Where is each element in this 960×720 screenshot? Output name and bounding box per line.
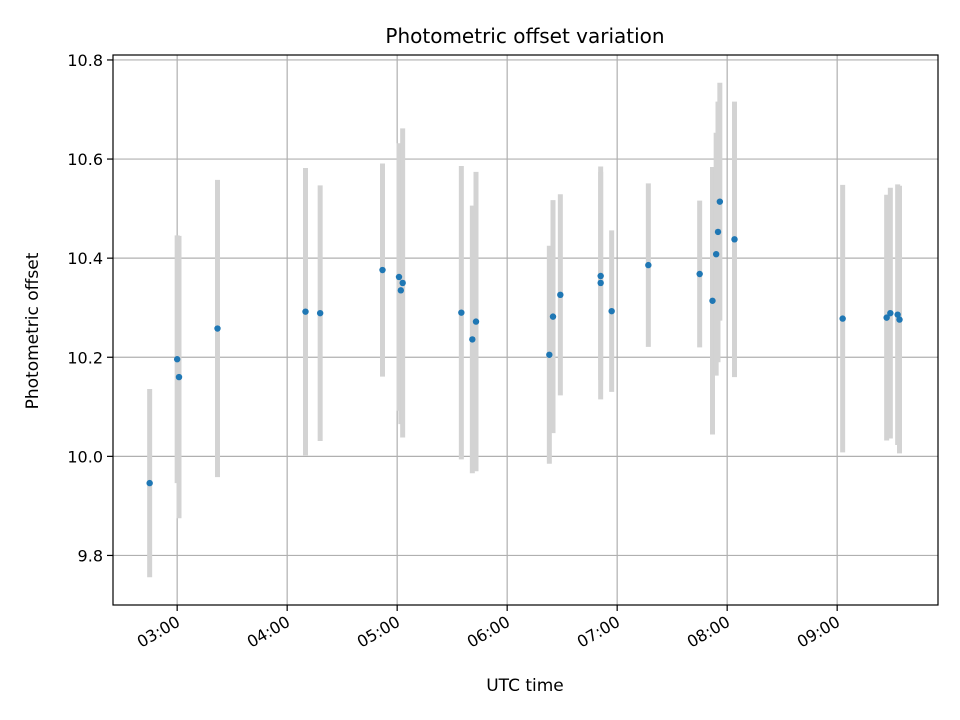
data-point [696,270,703,278]
data-point [316,309,324,317]
data-point [839,315,846,322]
data-point [709,297,716,304]
data-point [883,314,890,321]
data-point [175,373,183,381]
data-point [645,261,652,269]
data-point [716,198,724,205]
y-axis-ticks: 9.8 10.0 10.2 10.4 10.6 10.8 [67,51,113,565]
data-point [712,250,720,258]
data-point [397,287,405,294]
x-axis-label: UTC time [486,676,564,696]
data-point [608,307,615,315]
data-point [597,279,604,287]
data-point [546,351,553,358]
data-point [173,356,181,363]
y-tick-label: 10.0 [67,447,103,466]
y-tick-label: 9.8 [78,546,103,565]
data-point [894,311,901,318]
data-point [469,336,476,343]
y-tick-label: 10.8 [67,51,103,70]
data-point [731,236,738,243]
grid-lines [113,55,938,605]
data-point [557,291,564,299]
plot-frame [112,54,939,606]
y-tick-label: 10.2 [67,348,103,367]
data-point [896,316,903,323]
chart-title: Photometric offset variation [385,24,664,48]
data-point [379,266,386,274]
data-point [399,279,406,287]
data-point [395,273,403,281]
data-point [472,318,480,325]
data-point [458,309,465,316]
data-point [302,308,309,315]
y-tick-label: 10.6 [67,150,103,169]
data-point [887,309,894,317]
data-point [146,479,153,487]
data-points [146,198,903,487]
data-point [597,272,604,280]
data-point [714,228,722,236]
y-tick-label: 10.4 [67,249,103,268]
data-point [214,325,221,332]
data-point [549,313,557,320]
y-axis-label: Photometric offset [23,252,43,409]
